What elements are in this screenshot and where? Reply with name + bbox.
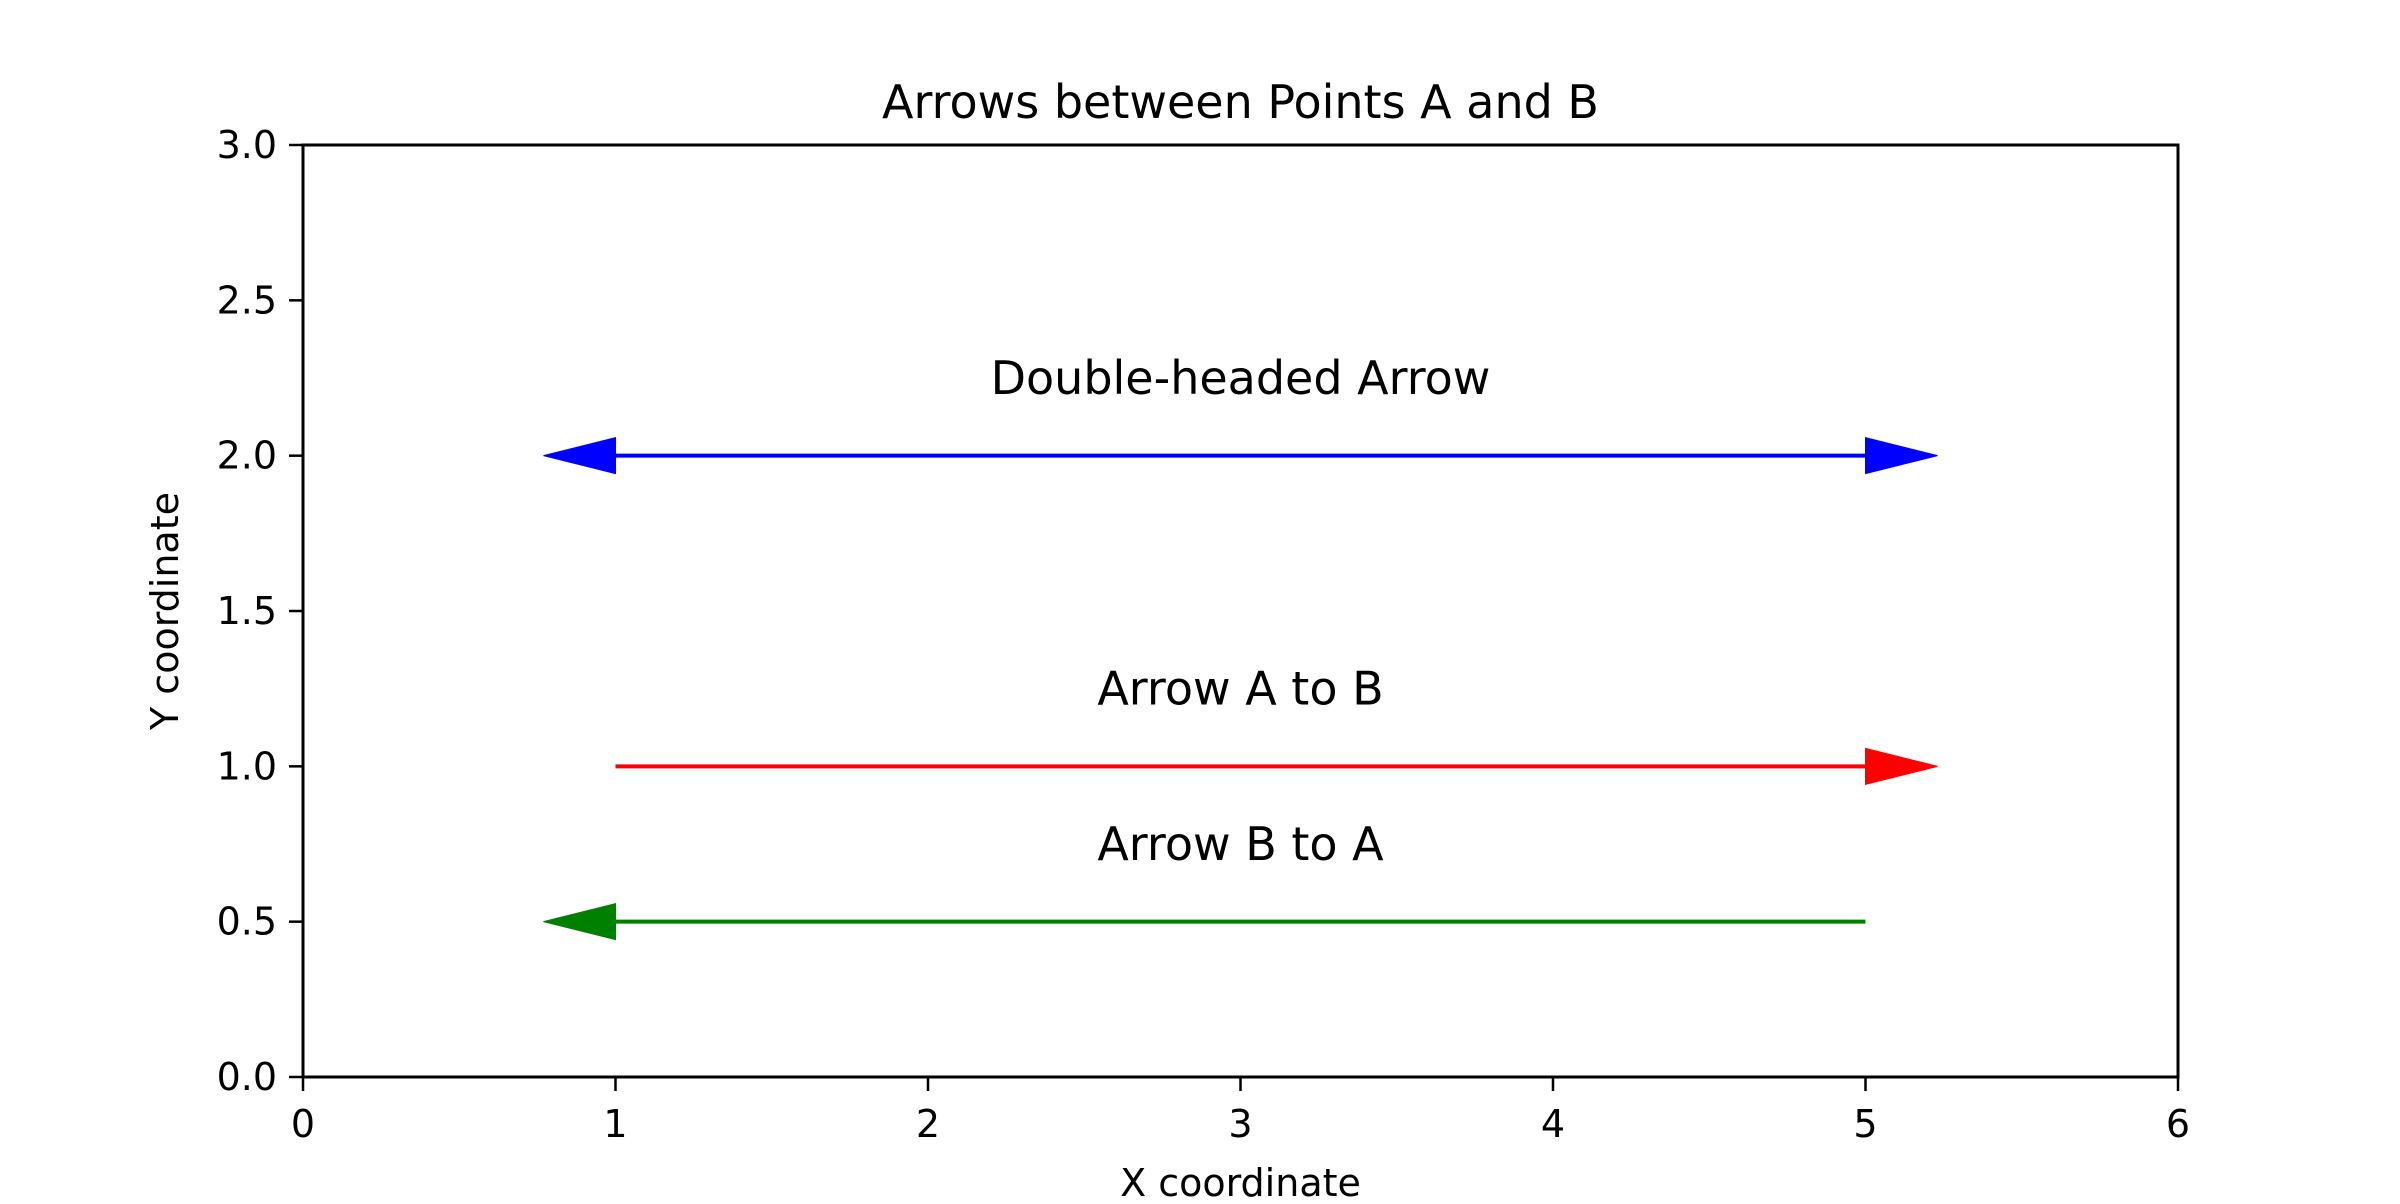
y-tick-label: 1.0	[217, 744, 277, 788]
y-tick-label: 0.5	[217, 900, 277, 944]
y-tick-label: 2.5	[217, 278, 277, 322]
x-tick-label: 4	[1541, 1102, 1565, 1146]
annotation-label: Arrow B to A	[1097, 817, 1384, 871]
annotation-label: Double-headed Arrow	[991, 351, 1491, 405]
y-ticks: 0.0 0.5 1.0 1.5 2.0 2.5 3.0	[217, 123, 303, 1099]
x-tick-label: 1	[603, 1102, 627, 1146]
arrow-head	[543, 903, 616, 941]
x-tick-label: 0	[291, 1102, 315, 1146]
y-axis-label: Y coordinate	[143, 492, 187, 731]
x-ticks: 0 1 2 3 4 5 6	[291, 1077, 2190, 1146]
annotations: Double-headed Arrow Arrow A to B Arrow B t…	[991, 351, 1491, 871]
x-tick-label: 3	[1228, 1102, 1252, 1146]
arrow-head	[543, 437, 616, 475]
y-tick-label: 1.5	[217, 589, 277, 633]
arrow-head	[1865, 437, 1938, 475]
annotation-label: Arrow A to B	[1097, 662, 1383, 716]
x-tick-label: 2	[916, 1102, 940, 1146]
chart-title: Arrows between Points A and B	[882, 75, 1599, 129]
y-tick-label: 0.0	[217, 1055, 277, 1099]
y-tick-label: 2.0	[217, 434, 277, 478]
y-tick-label: 3.0	[217, 123, 277, 167]
x-tick-label: 5	[1853, 1102, 1877, 1146]
x-axis-label: X coordinate	[1120, 1161, 1361, 1200]
arrow-head	[1865, 747, 1938, 785]
x-tick-label: 6	[2166, 1102, 2190, 1146]
arrows-layer	[543, 437, 1938, 941]
